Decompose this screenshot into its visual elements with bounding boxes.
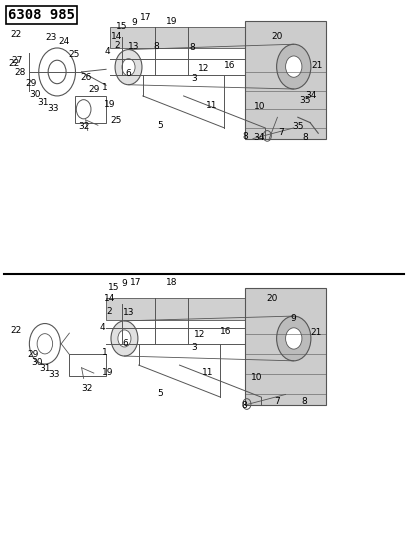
Text: 14: 14 [111,32,123,41]
Text: 12: 12 [197,64,209,72]
Text: 6: 6 [123,339,129,348]
Text: 9: 9 [122,279,127,288]
Text: 30: 30 [29,91,40,99]
Text: 23: 23 [45,33,57,42]
Text: 19: 19 [102,368,114,377]
Text: 27: 27 [11,56,23,64]
Text: 19: 19 [166,17,177,26]
Text: 16: 16 [220,327,231,336]
Text: 31: 31 [37,98,49,107]
Text: 4: 4 [100,324,106,332]
Text: 4: 4 [104,47,110,56]
Circle shape [115,50,142,85]
Text: 32: 32 [78,122,89,131]
Text: 26: 26 [80,73,91,82]
Text: 22: 22 [11,326,22,335]
Text: 29: 29 [25,79,36,87]
Text: 28: 28 [15,68,26,77]
Text: 12: 12 [194,330,206,339]
Text: 17: 17 [140,13,152,21]
Text: 22: 22 [10,30,21,39]
Text: 33: 33 [48,370,60,379]
Polygon shape [106,298,245,320]
Text: 22: 22 [9,60,20,68]
Text: 1: 1 [102,84,108,92]
Circle shape [118,330,131,347]
Text: 13: 13 [128,43,140,51]
Text: 20: 20 [271,33,282,41]
Text: 10: 10 [251,373,263,382]
Text: 18: 18 [166,278,177,287]
Text: 7: 7 [274,397,279,406]
Text: 3: 3 [191,343,197,352]
Text: 7: 7 [278,128,284,137]
Circle shape [277,316,311,361]
Text: 34: 34 [305,91,317,100]
Text: 21: 21 [310,328,322,337]
Text: 8: 8 [190,44,195,52]
Text: 8: 8 [241,401,247,409]
Text: 6: 6 [126,69,131,78]
Text: 2: 2 [114,42,120,50]
Text: 16: 16 [224,61,235,70]
Text: 8: 8 [302,133,308,142]
Text: 11: 11 [202,368,213,376]
Text: 35: 35 [299,96,311,105]
Text: 24: 24 [59,37,70,45]
Text: 1: 1 [102,349,107,357]
Text: 29: 29 [88,85,100,94]
Text: 6308 985: 6308 985 [8,8,75,22]
Text: 13: 13 [123,309,134,317]
Text: 21: 21 [312,61,323,69]
Text: 20: 20 [267,294,278,303]
Circle shape [111,321,138,356]
Circle shape [277,44,311,89]
Text: 19: 19 [104,100,115,109]
Text: 34: 34 [253,133,265,142]
Text: 8: 8 [301,398,307,406]
Text: 32: 32 [81,384,93,392]
Text: 35: 35 [292,123,304,131]
Text: 17: 17 [130,278,142,287]
Circle shape [122,59,135,76]
Text: 15: 15 [116,22,127,31]
Text: 14: 14 [104,294,115,303]
Text: 8: 8 [242,133,248,141]
Circle shape [286,328,302,349]
Text: 30: 30 [31,358,42,367]
Polygon shape [245,21,326,139]
Text: 8: 8 [153,43,159,51]
Text: 9: 9 [132,18,137,27]
Text: 25: 25 [111,116,122,125]
Polygon shape [245,288,326,405]
Text: 2: 2 [106,308,112,316]
Text: 9: 9 [290,314,296,323]
Text: 15: 15 [108,284,119,292]
Text: 31: 31 [39,365,51,373]
Text: 3: 3 [191,74,197,83]
Text: 10: 10 [254,102,266,111]
Text: 25: 25 [69,50,80,59]
Text: 33: 33 [47,104,59,113]
Polygon shape [110,27,245,48]
Text: 11: 11 [206,101,217,110]
Circle shape [286,56,302,77]
Text: 29: 29 [28,350,39,359]
Text: 5: 5 [157,122,163,130]
Text: 5: 5 [157,390,163,398]
